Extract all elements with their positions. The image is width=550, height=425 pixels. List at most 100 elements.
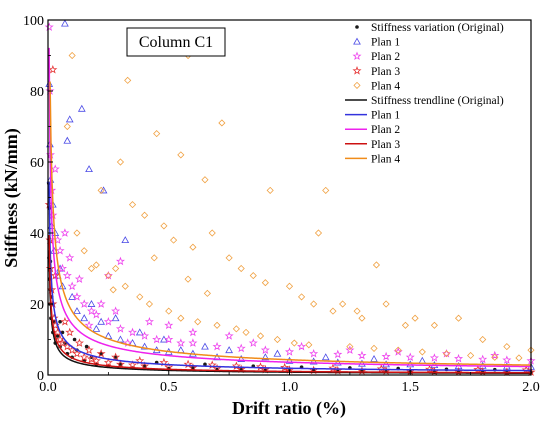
data-point — [201, 176, 209, 184]
data-point — [121, 236, 130, 244]
data-point — [249, 272, 257, 280]
data-point — [164, 334, 174, 344]
legend-label: Plan 1 — [371, 110, 400, 122]
data-point — [381, 351, 391, 361]
y-axis-title: Stiffness (kN/mm) — [1, 128, 22, 268]
data-point — [91, 356, 101, 365]
data-point — [502, 355, 512, 364]
data-point — [322, 186, 330, 194]
y-tick-label: 20 — [30, 298, 44, 313]
data-point — [55, 334, 65, 344]
data-point — [212, 341, 222, 351]
data-point — [79, 299, 89, 308]
data-point — [72, 348, 82, 358]
data-point — [60, 228, 70, 237]
legend-item-trend-plan-1: Plan 1 — [345, 110, 400, 122]
data-point — [184, 275, 192, 283]
data-point — [65, 327, 75, 337]
data-point — [242, 328, 250, 336]
data-point — [111, 314, 120, 322]
data-point — [290, 339, 298, 347]
data-point — [99, 186, 108, 194]
data-point — [73, 229, 81, 237]
data-point — [401, 321, 409, 329]
data-point — [65, 253, 75, 262]
data-point — [115, 359, 125, 369]
scatter-series-plan-1 — [45, 19, 535, 370]
data-point — [62, 270, 72, 280]
data-point — [521, 365, 531, 374]
data-point — [140, 342, 149, 350]
data-point — [442, 350, 451, 358]
data-point — [491, 353, 499, 361]
data-point — [160, 222, 168, 230]
data-point — [68, 51, 76, 60]
data-point — [237, 264, 245, 273]
data-point — [353, 307, 361, 315]
x-tick-label: 1.0 — [281, 380, 299, 395]
data-point — [74, 274, 84, 283]
legend-label: Plan 3 — [371, 66, 400, 78]
data-point — [333, 349, 343, 359]
data-point — [261, 353, 270, 361]
data-point — [65, 115, 74, 123]
data-point — [55, 245, 65, 255]
legend-label: Plan 2 — [371, 124, 400, 136]
data-point — [50, 270, 60, 280]
data-point — [91, 309, 101, 319]
data-point — [87, 299, 96, 307]
legend-label: Plan 4 — [371, 80, 400, 92]
legend-marker — [355, 25, 359, 29]
data-point — [116, 158, 125, 166]
data-point — [84, 320, 94, 330]
y-tick-label: 0 — [37, 369, 44, 384]
data-point — [152, 334, 162, 344]
legend-item-stiffness-variation-original: Stiffness variation (Original) — [355, 22, 504, 34]
trendline-plan-3 — [48, 234, 531, 374]
data-point — [145, 300, 153, 308]
data-point — [112, 264, 120, 273]
data-point — [418, 348, 426, 356]
data-point — [310, 300, 318, 308]
data-point — [60, 316, 70, 326]
trendline-layer — [48, 47, 532, 374]
data-point — [72, 337, 77, 342]
data-point — [103, 316, 113, 326]
data-point — [237, 355, 246, 362]
data-point — [429, 353, 439, 362]
data-point — [266, 186, 274, 194]
data-point — [48, 64, 58, 74]
data-point — [203, 362, 207, 367]
data-point — [346, 343, 354, 351]
data-point — [79, 352, 89, 362]
data-point — [188, 327, 198, 337]
data-point — [96, 348, 106, 358]
data-point — [176, 346, 185, 354]
data-point — [203, 289, 211, 297]
data-point — [285, 282, 294, 290]
trendline-plan-2 — [48, 47, 532, 368]
data-point — [218, 119, 226, 127]
legend-item-trend-plan-2: Plan 2 — [345, 124, 400, 136]
data-point — [63, 136, 72, 144]
y-tick-label: 80 — [30, 85, 44, 100]
data-point — [345, 345, 355, 354]
data-point — [128, 201, 137, 209]
data-point — [104, 272, 112, 280]
data-point — [236, 343, 246, 353]
data-point — [135, 328, 144, 336]
x-tick-label: 1.5 — [402, 380, 420, 395]
data-point — [170, 236, 178, 244]
data-point — [74, 338, 84, 347]
legend-label: Plan 4 — [371, 153, 400, 165]
data-point — [165, 307, 173, 315]
data-point — [225, 254, 233, 262]
data-point — [177, 314, 185, 322]
data-point — [473, 364, 483, 374]
data-point — [44, 22, 54, 31]
data-point — [261, 279, 269, 287]
trendline-plan-1 — [48, 182, 531, 372]
data-point — [280, 362, 290, 372]
data-point — [58, 319, 62, 324]
data-point — [86, 306, 96, 315]
